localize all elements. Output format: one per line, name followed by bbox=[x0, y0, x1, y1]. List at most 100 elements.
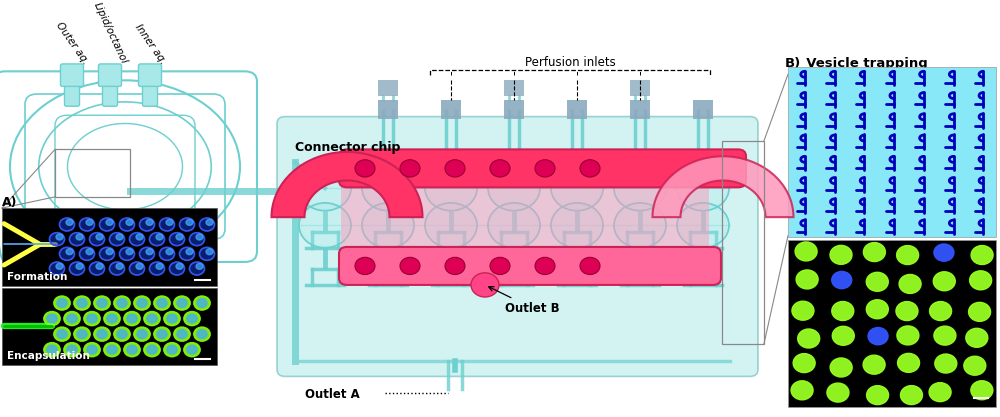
Circle shape bbox=[87, 314, 97, 323]
Circle shape bbox=[897, 326, 919, 345]
Circle shape bbox=[80, 247, 94, 260]
Circle shape bbox=[77, 330, 87, 339]
Circle shape bbox=[47, 314, 57, 323]
Circle shape bbox=[445, 160, 465, 177]
Circle shape bbox=[106, 249, 113, 255]
Circle shape bbox=[44, 343, 60, 357]
FancyBboxPatch shape bbox=[99, 64, 122, 86]
Circle shape bbox=[206, 219, 213, 225]
Circle shape bbox=[971, 381, 993, 400]
Circle shape bbox=[177, 299, 187, 307]
Circle shape bbox=[187, 314, 197, 323]
Circle shape bbox=[355, 160, 375, 177]
Bar bbox=[441, 100, 461, 119]
Circle shape bbox=[114, 327, 130, 341]
Circle shape bbox=[200, 247, 215, 260]
Circle shape bbox=[400, 257, 420, 274]
Circle shape bbox=[157, 299, 167, 307]
Circle shape bbox=[104, 311, 120, 326]
Circle shape bbox=[167, 314, 177, 323]
Circle shape bbox=[400, 160, 420, 177]
Circle shape bbox=[679, 168, 727, 209]
Circle shape bbox=[160, 218, 175, 231]
Circle shape bbox=[144, 311, 160, 326]
Circle shape bbox=[553, 205, 601, 246]
Circle shape bbox=[866, 272, 888, 291]
Circle shape bbox=[795, 242, 817, 261]
Circle shape bbox=[54, 296, 70, 310]
Circle shape bbox=[164, 311, 180, 326]
Circle shape bbox=[798, 329, 820, 348]
Circle shape bbox=[935, 354, 957, 373]
Circle shape bbox=[827, 383, 849, 402]
Circle shape bbox=[97, 330, 107, 339]
Polygon shape bbox=[652, 156, 794, 217]
FancyBboxPatch shape bbox=[103, 77, 118, 106]
Circle shape bbox=[127, 314, 137, 323]
Circle shape bbox=[107, 345, 117, 354]
Circle shape bbox=[134, 327, 150, 341]
Circle shape bbox=[898, 353, 920, 372]
Circle shape bbox=[966, 328, 988, 347]
Circle shape bbox=[130, 262, 144, 275]
Circle shape bbox=[535, 160, 555, 177]
Bar bbox=[567, 100, 587, 119]
Circle shape bbox=[970, 271, 992, 290]
Circle shape bbox=[166, 219, 173, 225]
Circle shape bbox=[897, 246, 919, 264]
Circle shape bbox=[57, 299, 67, 307]
Circle shape bbox=[930, 301, 952, 321]
Circle shape bbox=[194, 327, 210, 341]
Circle shape bbox=[86, 219, 93, 225]
FancyBboxPatch shape bbox=[143, 77, 158, 106]
Text: Vesicle trapping: Vesicle trapping bbox=[797, 57, 928, 70]
Circle shape bbox=[186, 219, 193, 225]
Circle shape bbox=[160, 247, 175, 260]
Circle shape bbox=[94, 327, 110, 341]
Circle shape bbox=[60, 247, 74, 260]
Circle shape bbox=[56, 264, 63, 269]
Circle shape bbox=[90, 233, 105, 246]
Text: Outlet B: Outlet B bbox=[489, 287, 560, 315]
Circle shape bbox=[74, 296, 90, 310]
Text: B): B) bbox=[785, 57, 801, 70]
Circle shape bbox=[67, 345, 77, 354]
Circle shape bbox=[66, 219, 73, 225]
Circle shape bbox=[150, 233, 164, 246]
Circle shape bbox=[136, 264, 143, 269]
Bar bbox=[630, 80, 650, 96]
Circle shape bbox=[80, 218, 94, 231]
Circle shape bbox=[190, 262, 205, 275]
Text: A): A) bbox=[2, 196, 18, 209]
FancyBboxPatch shape bbox=[64, 77, 80, 106]
Bar bbox=[722, 141, 764, 344]
Circle shape bbox=[96, 264, 103, 269]
Bar bbox=[2, 208, 217, 286]
Circle shape bbox=[170, 233, 185, 246]
Circle shape bbox=[364, 168, 412, 209]
Circle shape bbox=[490, 168, 538, 209]
Circle shape bbox=[301, 205, 349, 246]
Circle shape bbox=[117, 299, 127, 307]
Circle shape bbox=[174, 296, 190, 310]
Text: Perfusion inlets: Perfusion inlets bbox=[525, 55, 615, 69]
Circle shape bbox=[100, 247, 114, 260]
Circle shape bbox=[126, 219, 133, 225]
Bar bbox=[788, 240, 996, 407]
Circle shape bbox=[679, 205, 727, 246]
Circle shape bbox=[934, 326, 956, 345]
Circle shape bbox=[194, 296, 210, 310]
Bar bbox=[788, 68, 996, 237]
Circle shape bbox=[867, 386, 889, 404]
Circle shape bbox=[971, 246, 993, 264]
FancyBboxPatch shape bbox=[138, 64, 162, 86]
Bar bbox=[55, 149, 130, 197]
Circle shape bbox=[136, 234, 143, 240]
Circle shape bbox=[110, 262, 125, 275]
Circle shape bbox=[166, 249, 173, 255]
Circle shape bbox=[969, 302, 991, 322]
FancyBboxPatch shape bbox=[277, 117, 758, 377]
Circle shape bbox=[176, 234, 183, 240]
Circle shape bbox=[66, 249, 73, 255]
Circle shape bbox=[47, 345, 57, 354]
